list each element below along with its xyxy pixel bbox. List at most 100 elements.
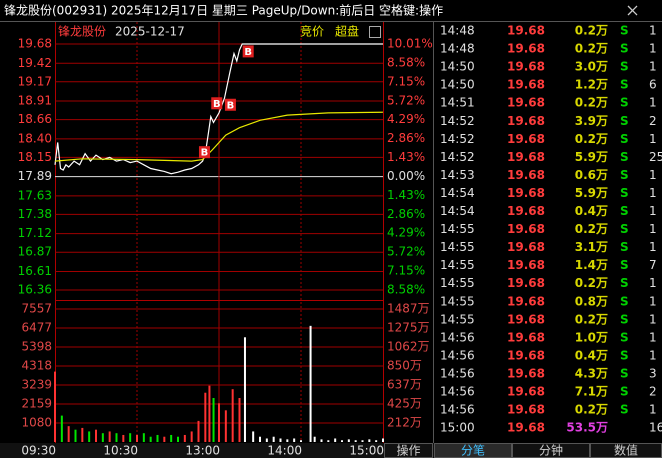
trade-time: 15:00 — [440, 421, 475, 435]
trade-volume: 4.3万 — [575, 366, 608, 380]
trade-time: 14:54 — [440, 204, 475, 218]
x-tick-label: 13:00 — [185, 444, 220, 458]
trade-volume: 5.9万 — [575, 150, 608, 164]
trade-price: 19.68 — [507, 60, 545, 74]
volume-bar — [293, 438, 296, 442]
trade-volume: 0.2万 — [575, 276, 608, 290]
chart-date: 2025-12-17 — [115, 25, 185, 39]
trade-side: S — [620, 186, 629, 200]
legend-label: 超盘 — [335, 24, 359, 39]
trade-side: S — [620, 78, 629, 92]
y2-tick-label: 10.01% — [387, 37, 433, 51]
volume-bar — [74, 429, 77, 442]
trade-price: 19.68 — [507, 42, 545, 56]
trade-price: 19.68 — [507, 204, 545, 218]
amount-tick-label: 1062万 — [387, 340, 430, 354]
y-tick-label: 16.36 — [18, 283, 52, 297]
price-line — [54, 43, 383, 175]
tab-label[interactable]: 数值 — [614, 443, 638, 458]
trade-volume: 5.9万 — [575, 186, 608, 200]
trade-side: S — [620, 294, 629, 308]
volume-bar — [212, 398, 215, 442]
volume-bar — [265, 438, 268, 442]
trade-side: S — [620, 150, 629, 164]
volume-bar — [341, 440, 343, 442]
tab-label[interactable]: 分笔 — [461, 443, 485, 458]
tab-label[interactable]: 操作 — [396, 443, 420, 458]
volume-tick-label: 3239 — [21, 377, 52, 391]
volume-bar — [238, 398, 241, 442]
volume-bar — [272, 436, 275, 442]
y-tick-label: 18.66 — [18, 112, 52, 126]
trade-volume: 1.4万 — [575, 258, 608, 272]
volume-bar — [300, 440, 302, 442]
trade-side: S — [620, 114, 629, 128]
trade-side: S — [620, 366, 629, 380]
trade-volume: 0.2万 — [575, 403, 608, 417]
trade-time: 14:52 — [440, 150, 475, 164]
trade-count: 1 — [649, 348, 657, 362]
trade-volume: 0.4万 — [575, 348, 608, 362]
volume-bar — [54, 371, 56, 442]
buy-marker — [198, 146, 210, 159]
y2-tick-label: 4.29% — [387, 226, 425, 240]
x-tick-label: 09:30 — [21, 444, 56, 458]
close-button[interactable] — [627, 5, 638, 16]
tab-label[interactable]: 分钟 — [539, 443, 563, 458]
trade-time: 14:54 — [440, 186, 475, 200]
volume-bar — [122, 434, 125, 442]
trade-count: 2 — [649, 114, 657, 128]
volume-bar — [170, 434, 173, 442]
volume-bar — [183, 434, 186, 442]
amount-tick-label: 212万 — [387, 416, 422, 430]
y2-tick-label: 8.58% — [387, 283, 425, 297]
volume-bar — [243, 337, 246, 442]
buy-marker-label: B — [201, 148, 209, 159]
trade-price: 19.68 — [507, 78, 545, 92]
volume-bar — [218, 403, 220, 442]
volume-bar — [163, 436, 166, 442]
trade-price: 19.68 — [507, 366, 545, 380]
trade-side: S — [620, 240, 629, 254]
trade-price: 19.68 — [507, 96, 545, 110]
x-tick-label: 14:00 — [267, 444, 302, 458]
y2-tick-label: 1.43% — [387, 150, 425, 164]
trade-volume: 0.2万 — [575, 222, 608, 236]
trade-volume: 0.8万 — [575, 294, 608, 308]
trade-time: 14:52 — [440, 114, 475, 128]
buy-marker — [224, 98, 236, 111]
trade-side: S — [620, 312, 629, 326]
trade-time: 14:56 — [440, 366, 475, 380]
volume-bar — [375, 440, 378, 442]
trade-volume: 3.0万 — [575, 60, 608, 74]
trade-price: 19.68 — [507, 385, 545, 399]
trade-side: S — [620, 258, 629, 272]
y2-tick-label: 7.15% — [387, 74, 425, 88]
stock-name: 锋龙股份 — [58, 25, 106, 39]
trade-count: 1 — [649, 42, 657, 56]
trade-time: 14:50 — [440, 60, 475, 74]
y2-tick-label: 8.58% — [387, 55, 425, 69]
volume-bar — [67, 426, 70, 442]
trade-time: 14:52 — [440, 132, 475, 146]
amount-tick-label: 425万 — [387, 396, 422, 410]
buy-marker-label: B — [244, 47, 252, 58]
volume-bar — [197, 420, 200, 442]
volume-bar — [115, 433, 118, 442]
trade-volume: 0.4万 — [575, 204, 608, 218]
trade-price: 19.68 — [507, 240, 545, 254]
trade-volume: 3.1万 — [575, 240, 608, 254]
volume-bar — [252, 431, 255, 442]
trade-price: 19.68 — [507, 403, 545, 417]
y2-tick-label: 0.00% — [387, 169, 425, 183]
volume-bar — [88, 431, 91, 442]
amount-tick-label: 1487万 — [387, 302, 430, 316]
trade-volume: 0.2万 — [575, 42, 608, 56]
trade-price: 19.68 — [507, 168, 545, 182]
option-box[interactable] — [369, 26, 381, 38]
trade-volume: 1.2万 — [575, 78, 608, 92]
trade-count: 1 — [649, 24, 657, 38]
volume-bar — [286, 439, 289, 442]
